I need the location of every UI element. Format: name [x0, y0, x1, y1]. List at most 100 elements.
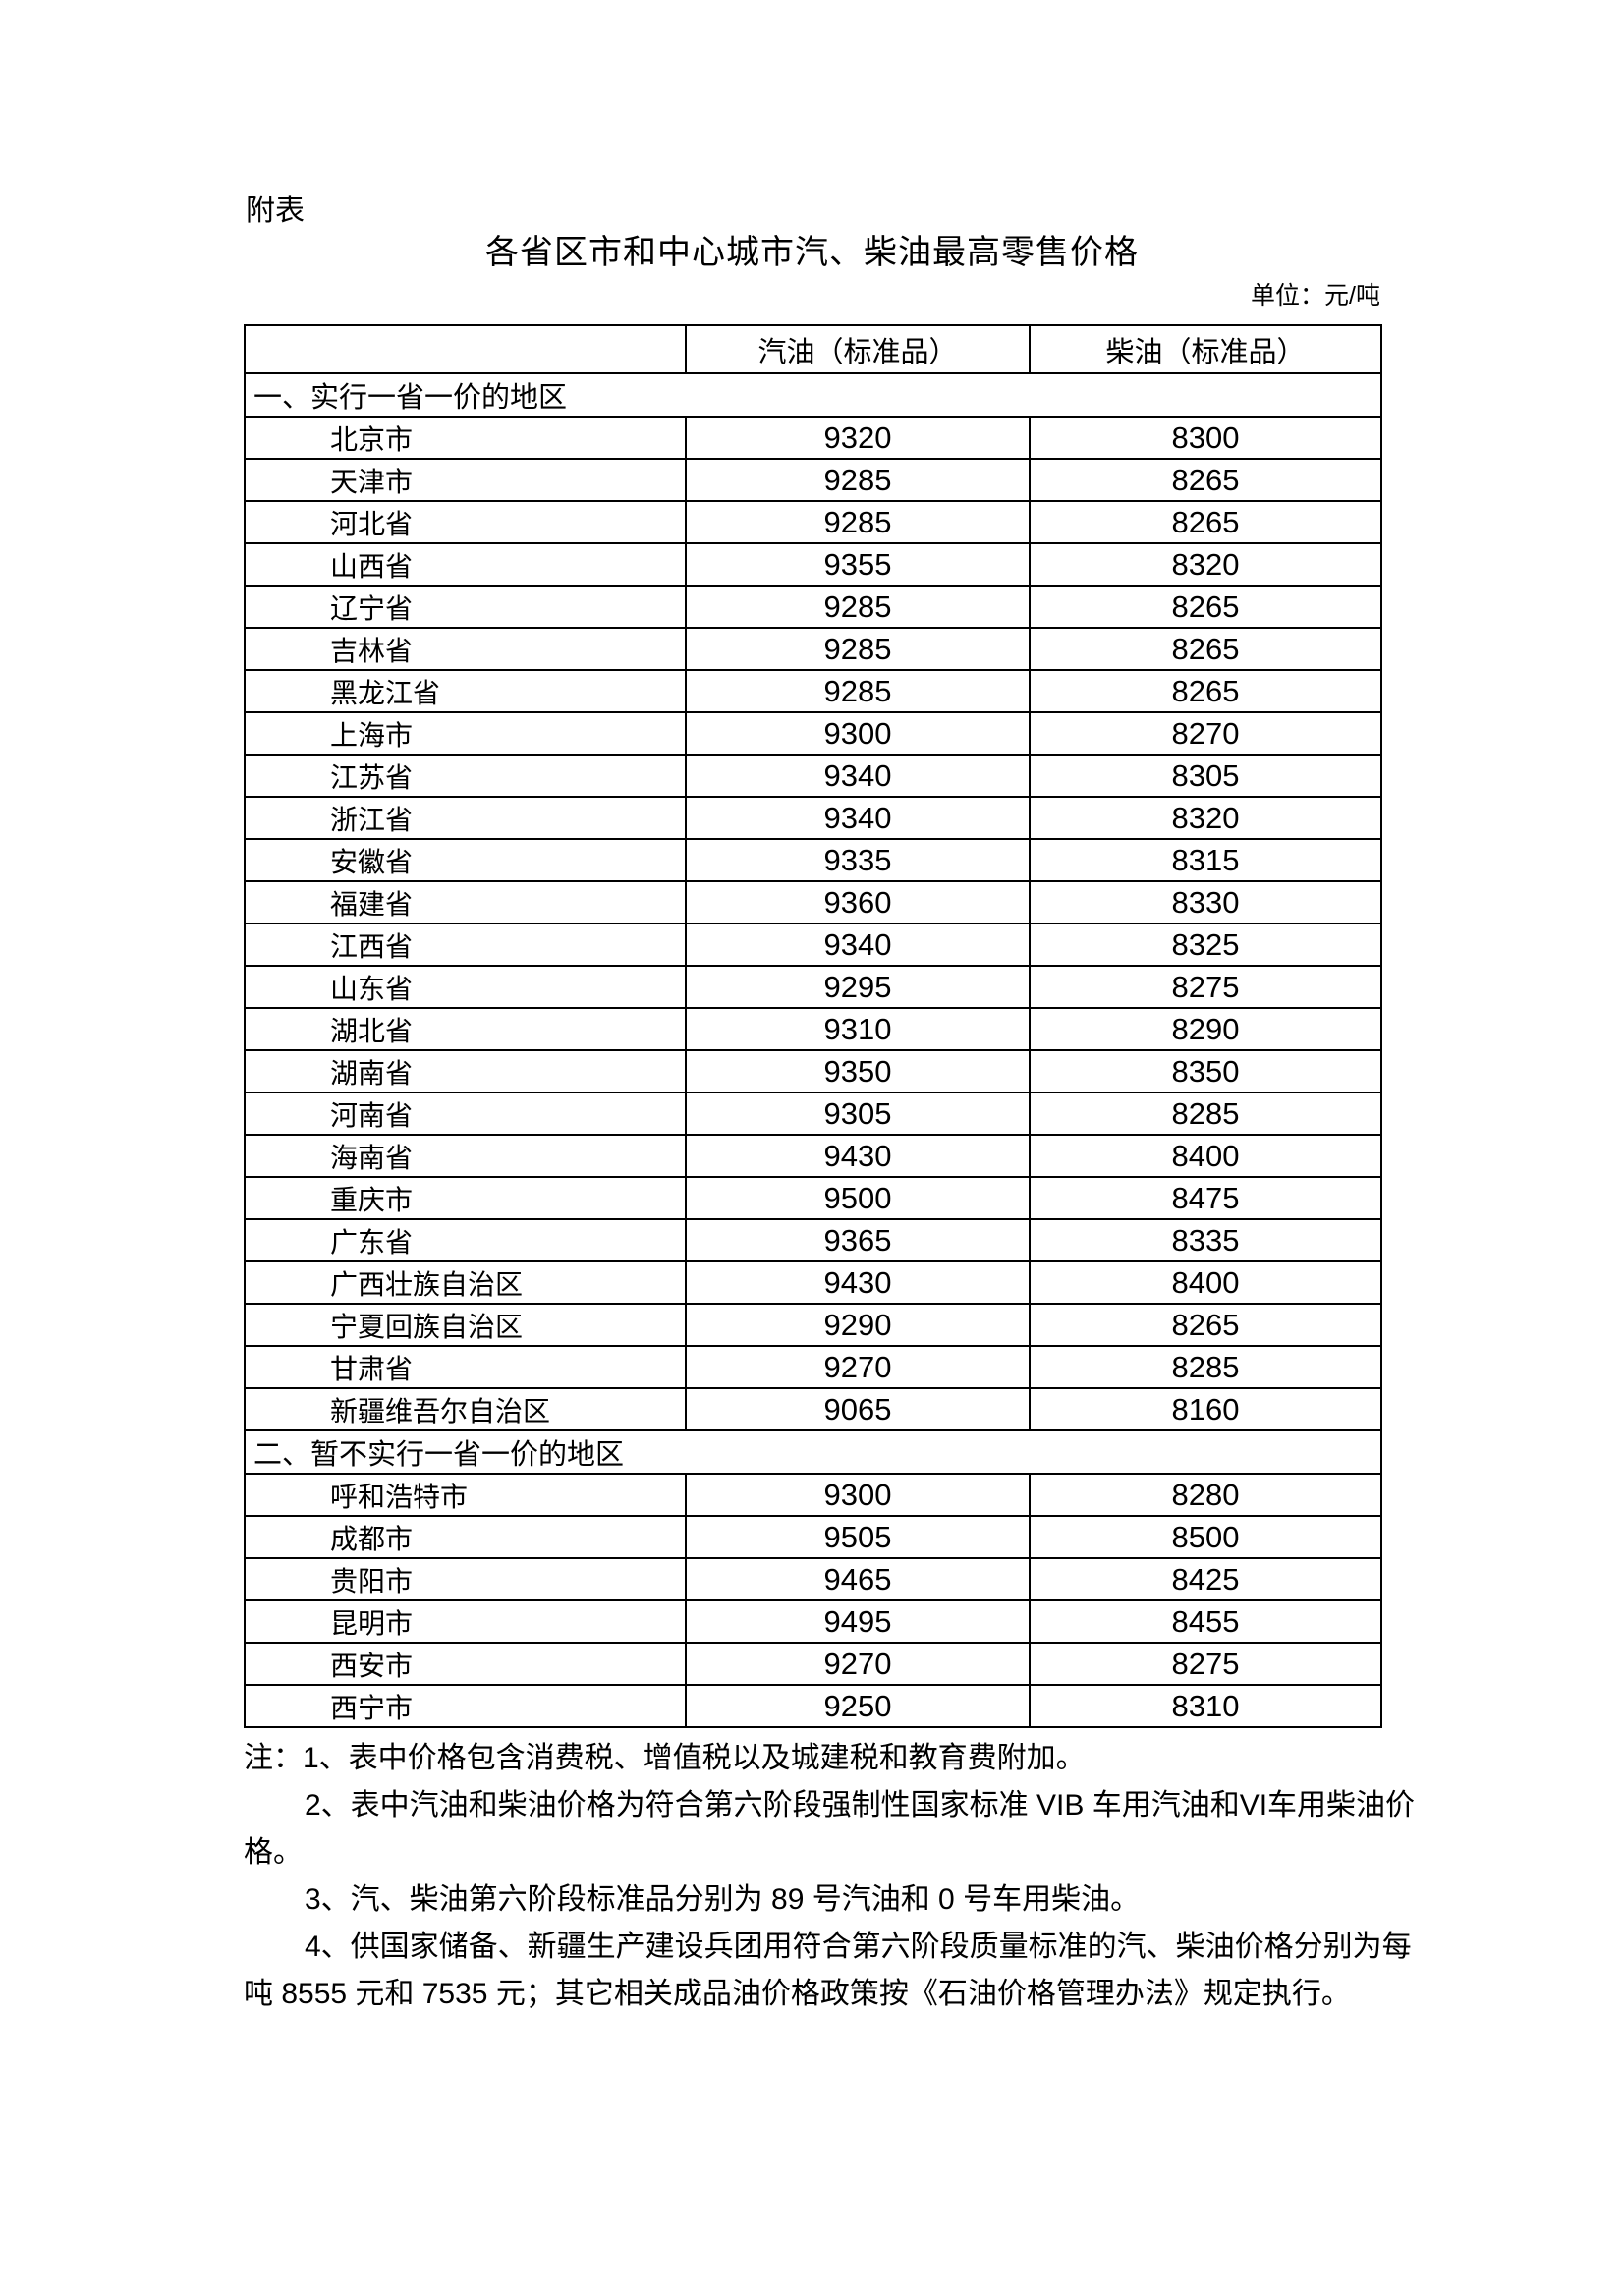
region-cell: 江苏省 — [244, 754, 687, 798]
region-cell: 黑龙江省 — [244, 669, 687, 713]
table-row: 福建省 9360 8330 — [244, 880, 1382, 924]
table-row: 上海市 9300 8270 — [244, 711, 1382, 756]
gasoline-price-cell: 9320 — [685, 416, 1031, 460]
gasoline-price-cell: 9365 — [685, 1218, 1031, 1262]
gasoline-price-cell: 9500 — [685, 1176, 1031, 1220]
diesel-price-cell: 8265 — [1029, 669, 1382, 713]
gasoline-price-cell: 9335 — [685, 838, 1031, 882]
gasoline-price-cell: 9285 — [685, 669, 1031, 713]
region-cell: 广西壮族自治区 — [244, 1260, 687, 1305]
table-row: 重庆市 9500 8475 — [244, 1176, 1382, 1220]
region-column-header — [244, 324, 687, 374]
diesel-price-cell: 8400 — [1029, 1134, 1382, 1178]
diesel-price-cell: 8330 — [1029, 880, 1382, 924]
region-cell: 宁夏回族自治区 — [244, 1303, 687, 1347]
gasoline-price-cell: 9350 — [685, 1049, 1031, 1093]
section-header-row: 一、实行一省一价的地区 — [244, 372, 1382, 418]
gasoline-price-cell: 9285 — [685, 500, 1031, 544]
diesel-price-cell: 8455 — [1029, 1599, 1382, 1644]
note-line: 吨 8555 元和 7535 元；其它相关成品油价格政策按《石油价格管理办法》规… — [244, 1978, 1351, 2010]
diesel-column-header: 柴油（标准品） — [1029, 324, 1382, 374]
table-row: 广东省 9365 8335 — [244, 1218, 1382, 1262]
gasoline-price-cell: 9340 — [685, 754, 1031, 798]
price-table: 汽油（标准品） 柴油（标准品） 一、实行一省一价的地区 北京市 9320 8300 天津… — [244, 324, 1382, 1728]
table-row: 江西省 9340 8325 — [244, 923, 1382, 967]
gasoline-price-cell: 9300 — [685, 711, 1031, 756]
diesel-price-cell: 8265 — [1029, 585, 1382, 629]
gasoline-price-cell: 9430 — [685, 1134, 1031, 1178]
note-line: 2、表中汽油和柴油价格为符合第六阶段强制性国家标准 VIB 车用汽油和VI车用柴… — [305, 1789, 1416, 1821]
diesel-price-cell: 8350 — [1029, 1049, 1382, 1093]
section-label: 二、暂不实行一省一价的地区 — [244, 1429, 1382, 1475]
note-line: 4、供国家储备、新疆生产建设兵团用符合第六阶段质量标准的汽、柴油价格分别为每 — [305, 1931, 1412, 1963]
region-cell: 海南省 — [244, 1134, 687, 1178]
table-row: 安徽省 9335 8315 — [244, 838, 1382, 882]
region-cell: 甘肃省 — [244, 1345, 687, 1389]
table-row: 河北省 9285 8265 — [244, 500, 1382, 544]
region-cell: 湖南省 — [244, 1049, 687, 1093]
diesel-price-cell: 8285 — [1029, 1345, 1382, 1389]
gasoline-price-cell: 9465 — [685, 1557, 1031, 1601]
diesel-price-cell: 8160 — [1029, 1387, 1382, 1431]
region-cell: 西宁市 — [244, 1684, 687, 1728]
section-label: 一、实行一省一价的地区 — [244, 372, 1382, 418]
diesel-price-cell: 8425 — [1029, 1557, 1382, 1601]
region-cell: 成都市 — [244, 1515, 687, 1559]
region-cell: 吉林省 — [244, 627, 687, 671]
region-cell: 新疆维吾尔自治区 — [244, 1387, 687, 1431]
notes-block: 注：1、表中价格包含消费税、增值税以及城建税和教育费附加。 2、表中汽油和柴油价格… — [244, 1735, 1416, 2018]
region-cell: 广东省 — [244, 1218, 687, 1262]
region-cell: 河南省 — [244, 1092, 687, 1136]
diesel-price-cell: 8265 — [1029, 1303, 1382, 1347]
table-header-row: 汽油（标准品） 柴油（标准品） — [244, 324, 1382, 374]
gasoline-price-cell: 9250 — [685, 1684, 1031, 1728]
gasoline-price-cell: 9505 — [685, 1515, 1031, 1559]
gasoline-price-cell: 9270 — [685, 1345, 1031, 1389]
region-cell: 安徽省 — [244, 838, 687, 882]
diesel-price-cell: 8265 — [1029, 500, 1382, 544]
region-cell: 昆明市 — [244, 1599, 687, 1644]
diesel-price-cell: 8310 — [1029, 1684, 1382, 1728]
gasoline-price-cell: 9285 — [685, 458, 1031, 502]
region-cell: 北京市 — [244, 416, 687, 460]
diesel-price-cell: 8270 — [1029, 711, 1382, 756]
diesel-price-cell: 8320 — [1029, 796, 1382, 840]
diesel-price-cell: 8400 — [1029, 1260, 1382, 1305]
gasoline-column-header: 汽油（标准品） — [685, 324, 1031, 374]
gasoline-price-cell: 9340 — [685, 923, 1031, 967]
region-cell: 天津市 — [244, 458, 687, 502]
table-row: 甘肃省 9270 8285 — [244, 1345, 1382, 1389]
table-row: 山西省 9355 8320 — [244, 542, 1382, 587]
diesel-price-cell: 8290 — [1029, 1007, 1382, 1051]
region-cell: 福建省 — [244, 880, 687, 924]
gasoline-price-cell: 9360 — [685, 880, 1031, 924]
diesel-price-cell: 8315 — [1029, 838, 1382, 882]
table-row: 西宁市 9250 8310 — [244, 1684, 1382, 1728]
table-row: 海南省 9430 8400 — [244, 1134, 1382, 1178]
gasoline-price-cell: 9300 — [685, 1473, 1031, 1517]
diesel-price-cell: 8305 — [1029, 754, 1382, 798]
unit-note: 单位：元/吨 — [1251, 282, 1380, 309]
region-cell: 呼和浩特市 — [244, 1473, 687, 1517]
region-cell: 上海市 — [244, 711, 687, 756]
diesel-price-cell: 8325 — [1029, 923, 1382, 967]
region-cell: 西安市 — [244, 1642, 687, 1686]
gasoline-price-cell: 9355 — [685, 542, 1031, 587]
diesel-price-cell: 8285 — [1029, 1092, 1382, 1136]
table-row: 辽宁省 9285 8265 — [244, 585, 1382, 629]
region-cell: 山西省 — [244, 542, 687, 587]
region-cell: 山东省 — [244, 965, 687, 1009]
gasoline-price-cell: 9270 — [685, 1642, 1031, 1686]
gasoline-price-cell: 9295 — [685, 965, 1031, 1009]
gasoline-price-cell: 9340 — [685, 796, 1031, 840]
gasoline-price-cell: 9495 — [685, 1599, 1031, 1644]
region-cell: 贵阳市 — [244, 1557, 687, 1601]
diesel-price-cell: 8475 — [1029, 1176, 1382, 1220]
note-line: 3、汽、柴油第六阶段标准品分别为 89 号汽油和 0 号车用柴油。 — [305, 1883, 1141, 1916]
table-row: 山东省 9295 8275 — [244, 965, 1382, 1009]
diesel-price-cell: 8320 — [1029, 542, 1382, 587]
gasoline-price-cell: 9285 — [685, 627, 1031, 671]
region-cell: 河北省 — [244, 500, 687, 544]
gasoline-price-cell: 9430 — [685, 1260, 1031, 1305]
gasoline-price-cell: 9310 — [685, 1007, 1031, 1051]
